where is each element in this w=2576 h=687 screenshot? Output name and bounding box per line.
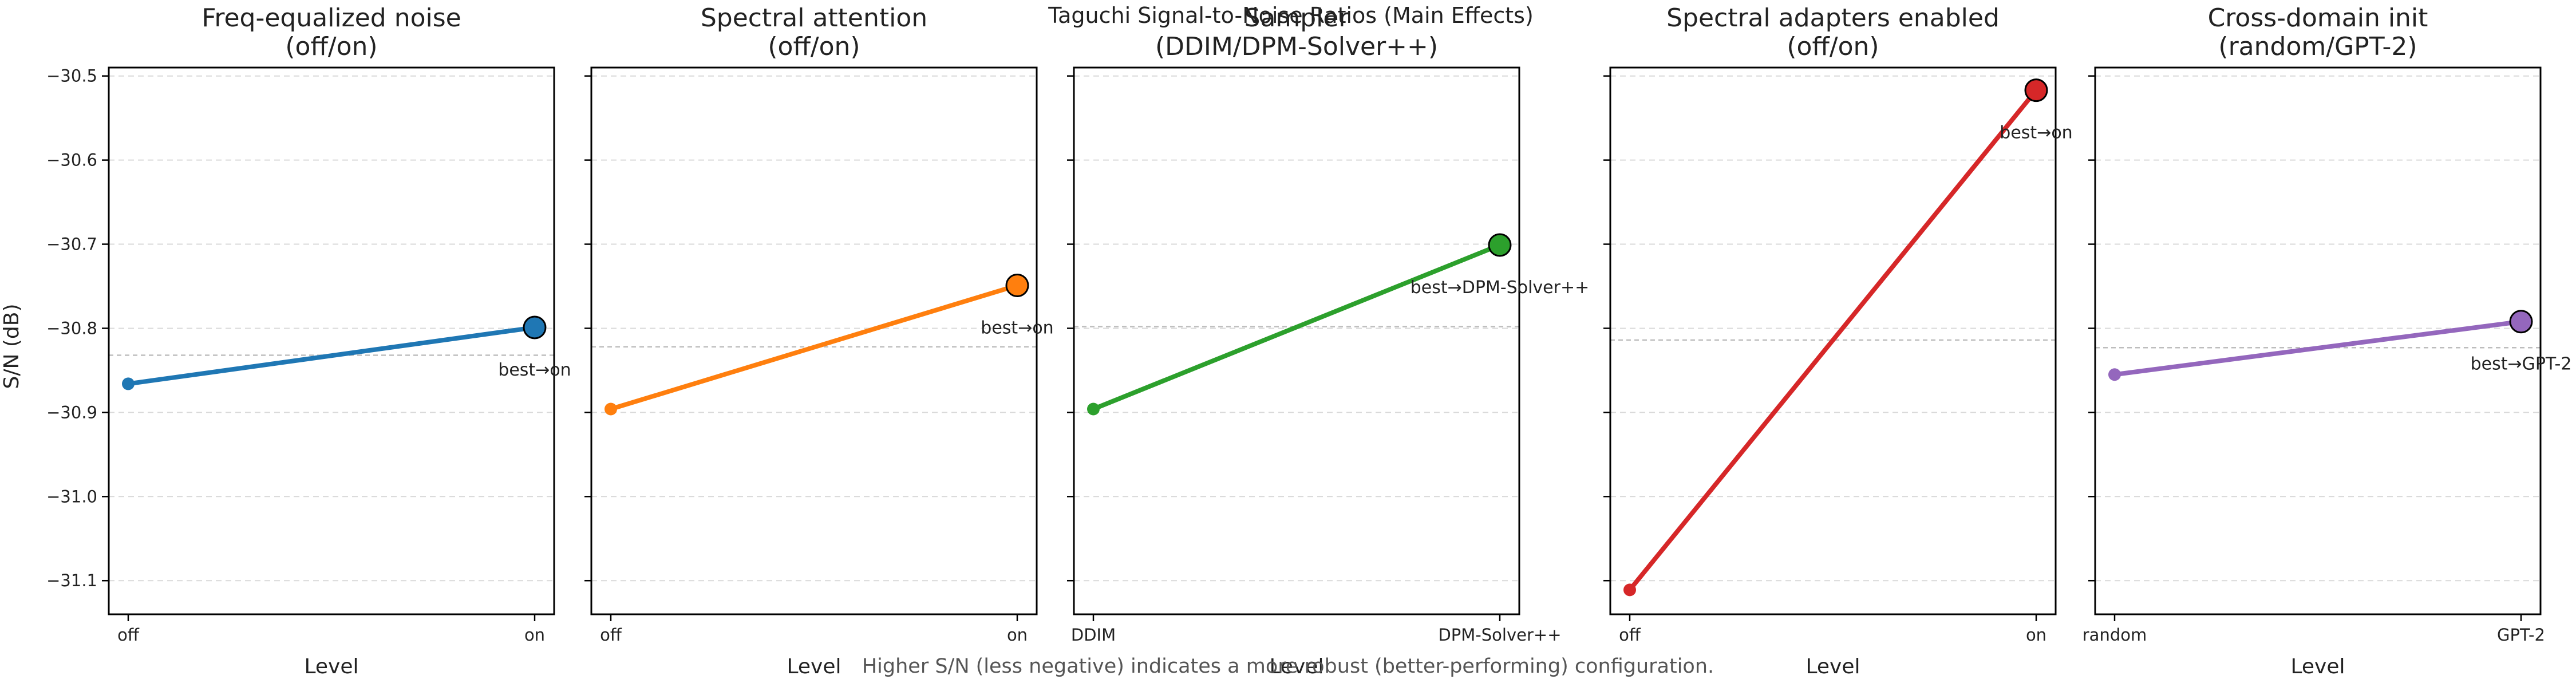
x-tick-label: DPM-Solver++ [1438,625,1561,645]
best-point-marker [1488,233,1512,257]
best-annotation: best→on [981,318,1053,338]
data-point-off [122,377,135,390]
figure-suptitle: Taguchi Signal-to-Noise Ratios (Main Eff… [1048,3,1534,28]
series-line [1091,243,1502,412]
x-axis-label: Level [1269,655,1323,678]
data-point-off [1623,583,1636,597]
x-axis-label: Level [2290,655,2345,678]
y-tick-label: −31.1 [46,571,97,590]
panel-title: Sampler (DDIM/DPM-Solver++) [1155,3,1438,61]
axes-frame [590,66,1038,615]
x-tick-label: on [524,625,545,645]
x-axis-label: Level [304,655,358,678]
x-axis-label: Level [1805,655,1860,678]
x-tick-label: off [117,625,140,645]
x-tick-label: off [1619,625,1641,645]
best-annotation: best→on [498,360,571,380]
y-tick-label: −30.7 [46,235,97,254]
x-tick-label: on [2026,625,2046,645]
panel-title: Freq-equalized noise (off/on) [202,3,461,61]
axes-frame [2094,66,2542,615]
best-point-marker [1005,274,1029,298]
panel-2: off on Level Spectral attention (off/on) best… [584,3,1054,678]
x-tick-label: off [600,625,622,645]
best-annotation: best→on [2000,123,2072,143]
best-annotation: best→GPT-2 [2471,354,2572,374]
panel-5: random GPT-2 Level Cross-domain init (random… [2083,3,2572,678]
axes-frame [108,66,555,615]
y-tick-label: −30.6 [46,151,97,170]
data-point-ddim [1087,402,1100,416]
best-point-marker [523,315,547,339]
panel-1: −30.5 −30.6 −30.7 −30.8 −30.9 −31.0 −31.1 off on… [46,3,571,678]
y-tick-label: −31.0 [46,487,97,506]
best-point-marker [2024,78,2048,102]
best-point-marker [2509,310,2533,334]
y-axis-label: S/N (dB) [0,304,23,389]
y-tick-label: −30.8 [46,318,97,338]
series-line [1627,88,2038,593]
panel-title: Spectral adapters enabled (off/on) [1666,3,2000,61]
series-line [609,283,1020,412]
data-point-random [2108,368,2121,381]
panel-4: off on Level Spectral adapters enabled (off/… [1603,3,2073,678]
data-point-off [605,402,617,416]
best-annotation: best→DPM-Solver++ [1411,278,1589,298]
series-line [2112,319,2523,377]
axes-frame [1609,66,2057,615]
x-tick-label: DDIM [1071,625,1116,645]
panel-title: Cross-domain init (random/GPT-2) [2208,3,2428,61]
panel-3: DDIM DPM-Solver++ Level Sampler (DDIM/DPM-So… [1067,3,1589,678]
x-tick-label: on [1007,625,1028,645]
x-axis-label: Level [787,655,841,678]
y-tick-label: −30.9 [46,402,97,422]
panel-title: Spectral attention (off/on) [701,3,927,61]
x-tick-label: random [2083,625,2147,645]
axes-frame [1073,66,1520,615]
panels: −30.5 −30.6 −30.7 −30.8 −30.9 −31.0 −31.1 off on… [46,3,2571,678]
series-line [126,325,537,386]
x-tick-label: GPT-2 [2497,625,2545,645]
figure-footnote: Higher S/N (less negative) indicates a m… [862,655,1714,678]
y-tick-label: −30.5 [46,66,97,86]
